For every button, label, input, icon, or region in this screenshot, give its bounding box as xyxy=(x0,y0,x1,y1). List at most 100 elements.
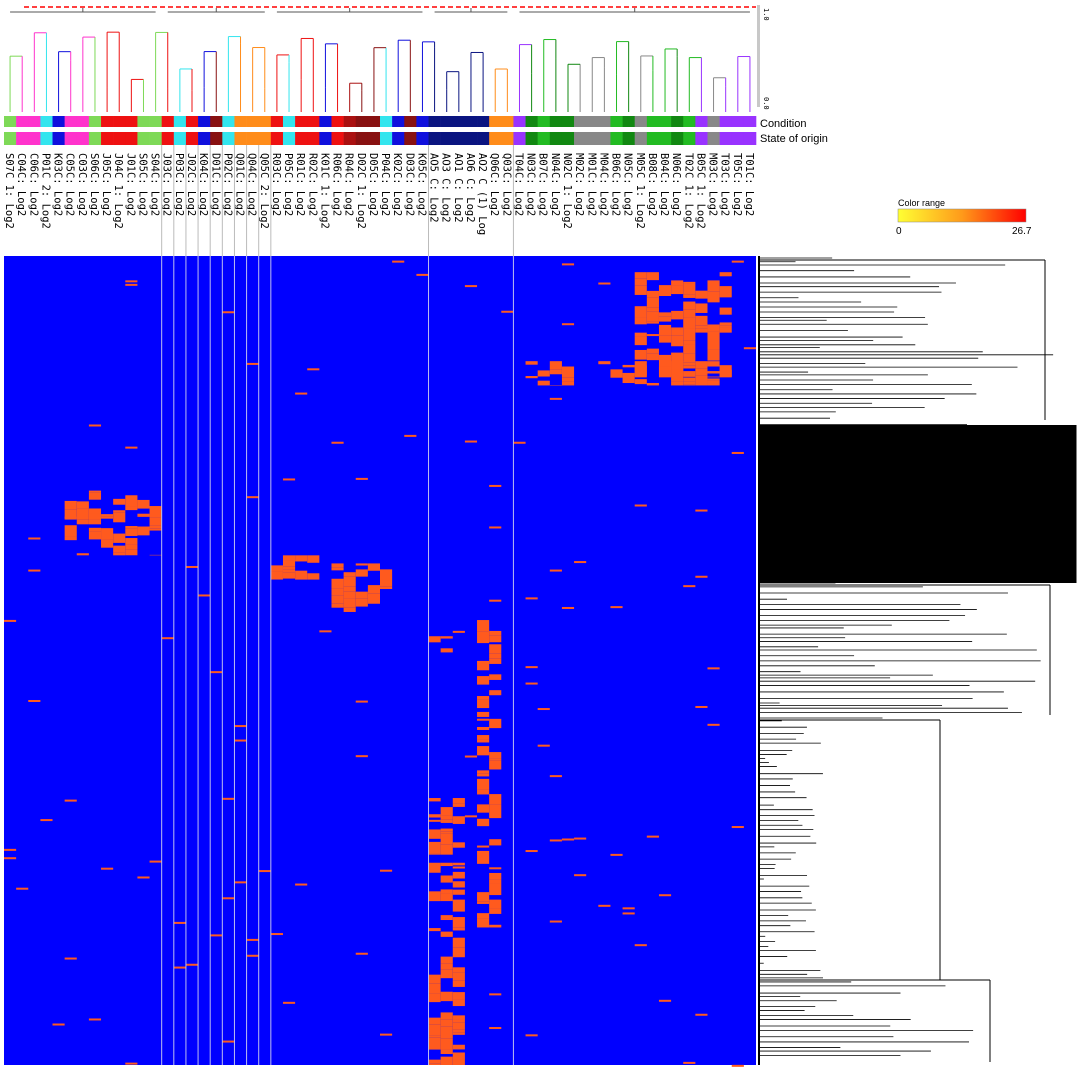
origin-cell xyxy=(392,132,405,145)
heatmap-cell xyxy=(331,563,344,568)
heatmap-cell xyxy=(464,440,478,443)
condition-cell xyxy=(743,116,757,127)
heatmap-cell xyxy=(355,477,368,480)
heatmap-cell xyxy=(671,381,684,386)
heatmap-cell xyxy=(428,1059,441,1064)
condition-cell xyxy=(295,116,308,127)
heatmap-cell xyxy=(646,348,659,354)
heatmap-cell xyxy=(683,340,696,345)
heatmap-cell xyxy=(452,917,465,928)
heatmap-cell xyxy=(307,573,320,580)
column-labels: S07C 1: Log2 C04C: Log2 C06C: Log2 P01C 2: … xyxy=(3,153,755,235)
condition-cell xyxy=(64,116,78,127)
heatmap-cell xyxy=(549,569,562,572)
condition-cell xyxy=(161,116,175,127)
column-dendrogram xyxy=(9,8,751,112)
heatmap-cell xyxy=(295,392,308,395)
heatmap-cell xyxy=(731,260,744,263)
heatmap-cell xyxy=(282,560,296,567)
heatmap-cell xyxy=(440,833,453,845)
heatmap-cell xyxy=(695,368,708,376)
heatmap-cell xyxy=(355,755,368,758)
origin-cell xyxy=(477,132,490,145)
heatmap-cell xyxy=(428,829,441,839)
heatmap-cell xyxy=(707,371,720,374)
heatmap-cell xyxy=(610,853,623,856)
heatmap-cell xyxy=(246,496,259,499)
heatmap-cell xyxy=(64,525,77,537)
heatmap-cell xyxy=(452,937,465,948)
origin-cell xyxy=(719,132,733,145)
column-label: R04C: Log2 xyxy=(343,153,355,216)
heatmap-cell xyxy=(137,526,150,536)
column-label: AO6 C: Log2 xyxy=(464,153,476,223)
heatmap-cell xyxy=(125,495,138,507)
heatmap-cell xyxy=(307,368,320,371)
heatmap-cell xyxy=(452,803,465,807)
heatmap-cell xyxy=(246,954,259,957)
condition-cell xyxy=(4,116,17,127)
heatmap-cell xyxy=(671,327,684,336)
heatmap-cell xyxy=(731,451,744,454)
heatmap-cell xyxy=(634,332,647,337)
origin-cell xyxy=(161,132,175,145)
heatmap-cell xyxy=(658,285,672,297)
heatmap-cell xyxy=(282,555,296,561)
condition-cell xyxy=(380,116,393,127)
condition-cell xyxy=(404,116,417,127)
condition-cell xyxy=(610,116,623,127)
heatmap-cell xyxy=(622,907,635,910)
heatmap-cell xyxy=(489,599,502,602)
heatmap-cell xyxy=(525,850,538,853)
column-label: M05C 1: Log2 xyxy=(634,153,646,229)
heatmap-cell xyxy=(452,881,465,888)
heatmap-cell xyxy=(440,1012,453,1020)
heatmap-cell xyxy=(295,570,308,580)
origin-cell xyxy=(210,132,223,145)
heatmap-cell xyxy=(477,918,490,928)
condition-cell xyxy=(683,116,696,127)
heatmap-cell xyxy=(671,310,684,320)
origin-cell xyxy=(634,132,648,145)
heatmap-cell xyxy=(16,887,29,890)
heatmap-cell xyxy=(137,876,150,879)
state-of-origin-band xyxy=(4,132,757,145)
heatmap-cell xyxy=(452,899,465,912)
heatmap-cell xyxy=(343,576,356,587)
heatmap-cell xyxy=(658,366,672,370)
heatmap-cell xyxy=(234,881,247,884)
heatmap-cell xyxy=(355,591,368,599)
heatmap-cell xyxy=(695,325,708,329)
heatmap-cell xyxy=(452,630,465,633)
column-label: C06C: Log2 xyxy=(27,153,39,216)
legend-gradient-bar xyxy=(897,208,1027,223)
heatmap-cell xyxy=(125,446,138,449)
origin-cell xyxy=(343,132,357,145)
heatmap-cell xyxy=(707,723,720,726)
column-label: N03C: Log2 xyxy=(525,153,537,216)
heatmap-cell xyxy=(452,1029,465,1033)
heatmap-cell xyxy=(537,744,550,747)
condition-cell xyxy=(246,116,260,127)
heatmap-cell xyxy=(634,278,647,286)
heatmap-cell xyxy=(88,531,102,540)
heatmap-cell xyxy=(634,361,647,369)
heatmap-cell xyxy=(719,286,732,298)
heatmap-cell xyxy=(246,938,259,941)
heatmap-cell xyxy=(452,862,465,866)
condition-cell xyxy=(622,116,636,127)
column-label: B08C: Log2 xyxy=(646,153,658,216)
condition-cell xyxy=(270,116,284,127)
heatmap-cell xyxy=(222,1040,235,1043)
column-label: T03C: Log2 xyxy=(719,153,731,216)
heatmap-cell xyxy=(549,920,562,923)
origin-cell xyxy=(52,132,65,145)
heatmap-cell xyxy=(646,353,659,361)
condition-cell xyxy=(695,116,708,127)
origin-cell xyxy=(331,132,344,145)
heatmap-cell xyxy=(367,585,380,594)
origin-cell xyxy=(586,132,599,145)
heatmap-cell xyxy=(404,434,417,437)
origin-cell xyxy=(610,132,623,145)
heatmap-cell xyxy=(646,297,659,308)
